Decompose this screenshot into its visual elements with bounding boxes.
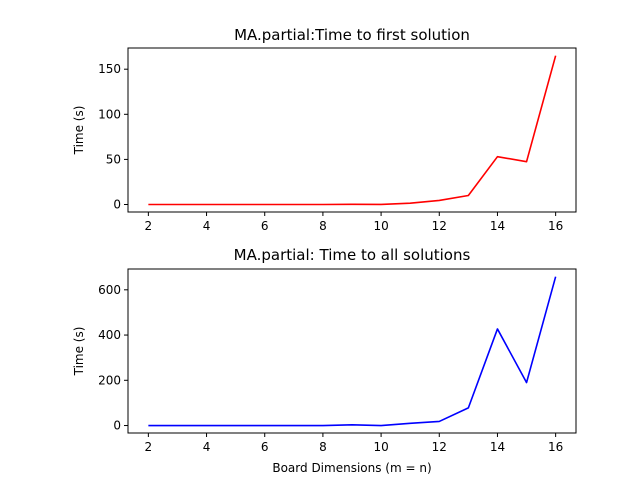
x-tick-label: 6 — [261, 440, 269, 454]
axis-ticks: 2 4 6 8 10 12 14 16 0 50 100 150 — [98, 62, 563, 233]
chart-first-solution: MA.partial:Time to first solution Time (… — [72, 26, 577, 233]
x-tick-label: 16 — [548, 440, 563, 454]
y-tick-label: 0 — [113, 198, 121, 212]
x-tick-label: 10 — [373, 440, 388, 454]
y-tick-label: 600 — [98, 283, 121, 297]
x-tick-label: 6 — [261, 219, 269, 233]
y-tick-label: 150 — [98, 62, 121, 76]
y-tick-label: 400 — [98, 328, 121, 342]
x-tick-label: 14 — [490, 440, 505, 454]
axes-frame — [127, 268, 577, 434]
y-axis-label: Time (s) — [72, 106, 86, 156]
series-line — [148, 276, 557, 427]
x-tick-label: 2 — [145, 440, 153, 454]
x-tick-label: 10 — [373, 219, 388, 233]
y-axis-label: Time (s) — [72, 327, 86, 377]
x-tick-label: 14 — [490, 219, 505, 233]
x-tick-label: 2 — [145, 219, 153, 233]
x-tick-label: 8 — [319, 440, 327, 454]
chart-title: MA.partial: Time to all solutions — [234, 246, 471, 264]
axis-ticks: 2 4 6 8 10 12 14 16 0 200 400 600 — [98, 283, 563, 454]
series-line — [148, 55, 557, 206]
x-tick-label: 4 — [203, 440, 211, 454]
chart-title: MA.partial:Time to first solution — [234, 26, 470, 44]
x-tick-label: 4 — [203, 219, 211, 233]
x-axis-label: Board Dimensions (m = n) — [272, 461, 431, 475]
x-tick-label: 12 — [432, 440, 447, 454]
x-tick-label: 16 — [548, 219, 563, 233]
y-tick-label: 0 — [113, 419, 121, 433]
x-tick-label: 12 — [432, 219, 447, 233]
chart-all-solutions: MA.partial: Time to all solutions Time (… — [72, 246, 577, 475]
y-tick-label: 200 — [98, 373, 121, 387]
axes-frame — [127, 47, 577, 213]
y-tick-label: 50 — [106, 152, 121, 166]
x-tick-label: 8 — [319, 219, 327, 233]
y-tick-label: 100 — [98, 107, 121, 121]
